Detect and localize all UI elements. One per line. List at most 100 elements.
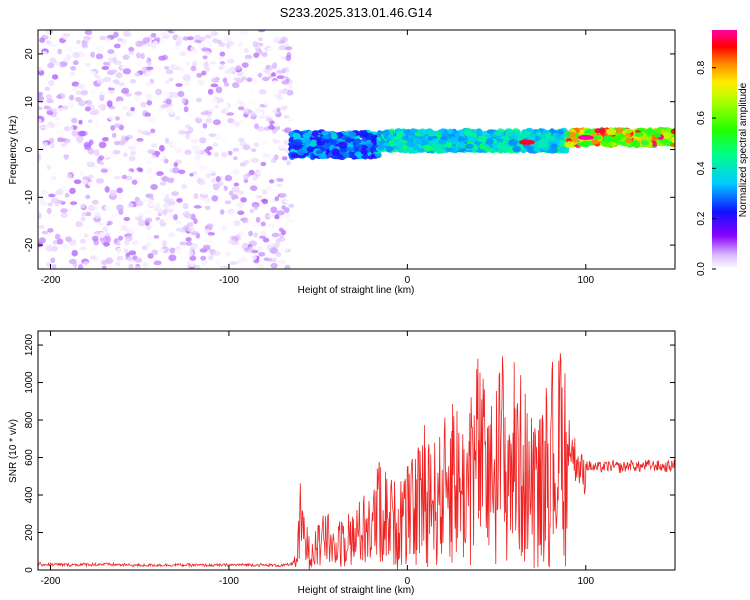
spectrogram-cell-0-424 [210, 83, 219, 88]
spectrogram-cell-0-960 [113, 140, 121, 146]
spectrogram-cell-0-690 [284, 127, 292, 134]
spectrogram-cell-0-949 [271, 232, 280, 238]
spectrogram-cell-0-340 [105, 235, 112, 243]
spectrogram-cell-0-939 [71, 117, 78, 124]
spectrogram-cell-0-315 [70, 201, 78, 206]
spectrogram-cell-0-105 [40, 190, 49, 195]
spectrogram-cell-0-158 [251, 148, 257, 153]
spectrogram-cell-0-972 [190, 42, 199, 48]
spectrogram-cell-0-579 [135, 40, 144, 48]
spectrogram-cell-0-1064 [172, 64, 180, 69]
spectrogram-cell-0-459 [122, 54, 130, 61]
spectrogram-cell-0-55 [232, 147, 240, 152]
spectrogram-cell-0-772 [197, 115, 203, 119]
snr-y-tick-label-4: 800 [24, 411, 35, 428]
spectrogram-cell-2-930 [537, 143, 547, 149]
spectrogram-cell-0-825 [159, 248, 165, 253]
spectrogram-cell-0-746 [53, 61, 61, 68]
spectrogram-cell-0-1077 [102, 137, 109, 142]
spectrogram-cell-0-1076 [173, 162, 179, 168]
spectrogram-cell-0-761 [142, 261, 148, 269]
spectrogram-cell-0-915 [286, 160, 291, 166]
spectrogram-cell-0-931 [164, 61, 172, 67]
spectrogram-cell-0-277 [158, 98, 164, 105]
spectrogram-cell-0-370 [145, 241, 152, 248]
spectrogram-cell-0-924 [237, 106, 245, 111]
spectrogram-cell-0-227 [167, 232, 176, 238]
spectrogram-cell-0-1092 [194, 149, 202, 155]
spectrogram-cell-0-726 [154, 96, 160, 101]
spectrogram-cell-0-507 [191, 144, 200, 151]
spectrogram-cell-0-792 [211, 77, 219, 83]
spectrogram-cell-0-798 [38, 111, 42, 117]
spectrogram-cell-0-462 [189, 255, 197, 261]
spectrogram-cell-0-1012 [233, 220, 241, 227]
spectrogram-cell-0-304 [258, 188, 263, 195]
spectrogram-cell-0-995 [114, 123, 121, 128]
spectrogram-cell-0-1043 [55, 130, 63, 135]
spectrogram-cell-0-1040 [181, 97, 187, 104]
spectrogram-cell-0-283 [243, 178, 249, 184]
spectrogram-cell-2-876 [458, 141, 465, 149]
spectrogram-cell-0-522 [205, 173, 212, 179]
spectrogram-cell-0-411 [215, 86, 223, 94]
spectrogram-cell-0-757 [80, 90, 88, 96]
spectrogram-cell-0-900 [206, 146, 213, 151]
spectrogram-cell-0-846 [207, 113, 212, 118]
spectrogram-cell-0-860 [81, 212, 87, 217]
spectrogram-cell-2-908 [377, 145, 384, 151]
spectrogram-cell-2-940 [465, 143, 474, 149]
spectrogram-cell-0-186 [134, 114, 142, 119]
spectrogram-cell-0-1081 [223, 35, 232, 42]
spectrogram-cell-0-622 [109, 189, 117, 197]
spectrogram-cell-0-234 [116, 255, 124, 261]
spectrogram-cell-0-324 [271, 80, 279, 85]
spectrogram-cell-0-524 [151, 143, 158, 148]
spectrogram-cell-0-416 [169, 262, 176, 269]
spectrogram-cell-0-1016 [222, 107, 229, 114]
spectrogram-cell-0-345 [259, 235, 266, 239]
spectrogram-cell-2-897 [542, 129, 549, 135]
spectrogram-cell-0-1091 [65, 236, 72, 243]
spectrogram-y-label: Frequency (Hz) [8, 116, 19, 185]
spectrogram-cell-2-903 [432, 146, 440, 153]
spectrogram-cell-0-59 [84, 106, 91, 112]
snr-y-tick-label-3: 600 [24, 449, 35, 466]
spectrogram-cell-0-996 [212, 142, 218, 148]
spectrogram-cell-0-643 [224, 174, 233, 182]
snr-x-tick-label-3: 100 [577, 576, 594, 587]
spectrogram-cell-0-864 [146, 71, 153, 76]
spectrogram-cell-0-785 [156, 47, 161, 52]
spectrogram-cell-0-247 [50, 257, 56, 263]
spectrogram-cell-0-1073 [145, 42, 153, 47]
spectrogram-cell-0-976 [257, 65, 265, 71]
spectrogram-cell-0-344 [64, 192, 70, 198]
spectrogram-cell-2-937 [485, 137, 494, 146]
spectrogram-cell-0-236 [207, 241, 215, 247]
spectrogram-cell-0-293 [262, 76, 270, 82]
spectrogram-cell-2-936 [403, 129, 411, 135]
spectrogram-cell-0-759 [161, 176, 170, 182]
colorbar-tick-label-4: 0.8 [696, 60, 707, 74]
spectrogram-cell-0-1099 [287, 31, 294, 39]
spectrogram-cell-0-24 [185, 61, 191, 66]
spectrogram-cell-0-1002 [165, 98, 172, 105]
spectrogram-cell-0-805 [210, 234, 216, 241]
spectrogram-cell-0-734 [243, 173, 249, 180]
spectrogram-cell-0-273 [209, 61, 217, 65]
spectrogram-cell-0-549 [261, 204, 269, 209]
colorbar-ticks: 0.0 0.2 0.4 0.6 0.8 [696, 60, 716, 276]
spectrogram-cell-0-541 [202, 123, 208, 129]
spectrogram-cell-0-717 [115, 116, 120, 121]
spectrogram-cell-0-588 [281, 156, 288, 161]
spectrogram-cell-0-920 [69, 94, 75, 101]
spectrogram-cell-0-840 [239, 119, 245, 126]
spectrogram-cell-0-65 [198, 106, 206, 112]
spectrogram-cell-0-321 [200, 111, 208, 116]
spectrogram-cell-0-589 [67, 102, 74, 109]
spectrogram-cell-0-491 [153, 260, 162, 266]
spectrogram-cell-0-176 [224, 200, 232, 205]
spectrogram-cell-0-731 [98, 141, 107, 149]
spectrogram-cell-0-674 [150, 128, 156, 134]
spectrogram-cell-0-665 [250, 185, 258, 191]
